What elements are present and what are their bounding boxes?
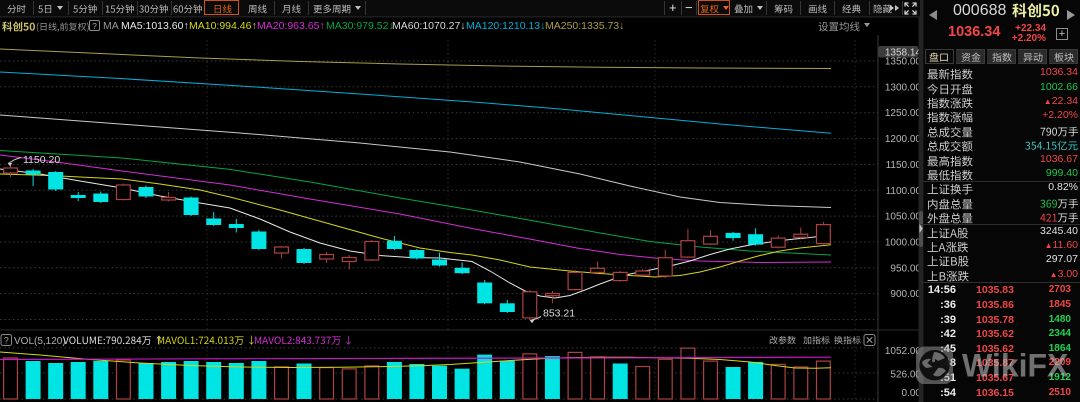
svg-text:0.00: 0.00 (902, 388, 922, 399)
svg-text:853.21: 853.21 (543, 308, 575, 320)
svg-text:1052.00: 1052.00 (885, 346, 922, 357)
svg-text:950.00: 950.00 (890, 263, 921, 274)
svg-text:900.00: 900.00 (890, 289, 921, 300)
svg-text:1250.00: 1250.00 (885, 108, 922, 119)
svg-text:WikiFX: WikiFX (962, 348, 1069, 384)
svg-text:1200.00: 1200.00 (885, 134, 922, 145)
svg-text:1100.00: 1100.00 (886, 186, 922, 197)
svg-text:1000.00: 1000.00 (885, 238, 922, 249)
svg-text:1150.00: 1150.00 (886, 160, 922, 171)
svg-text:1300.00: 1300.00 (885, 82, 922, 93)
svg-text:1358.14: 1358.14 (885, 48, 922, 59)
svg-text:526.00: 526.00 (890, 370, 921, 381)
svg-text:1150.20: 1150.20 (23, 154, 60, 166)
svg-text:1350.00: 1350.00 (885, 57, 922, 68)
svg-text:VOL(5,120): VOL(5,120) (14, 336, 66, 347)
svg-text:1050.00: 1050.00 (885, 212, 922, 223)
svg-text:?: ? (4, 336, 9, 346)
